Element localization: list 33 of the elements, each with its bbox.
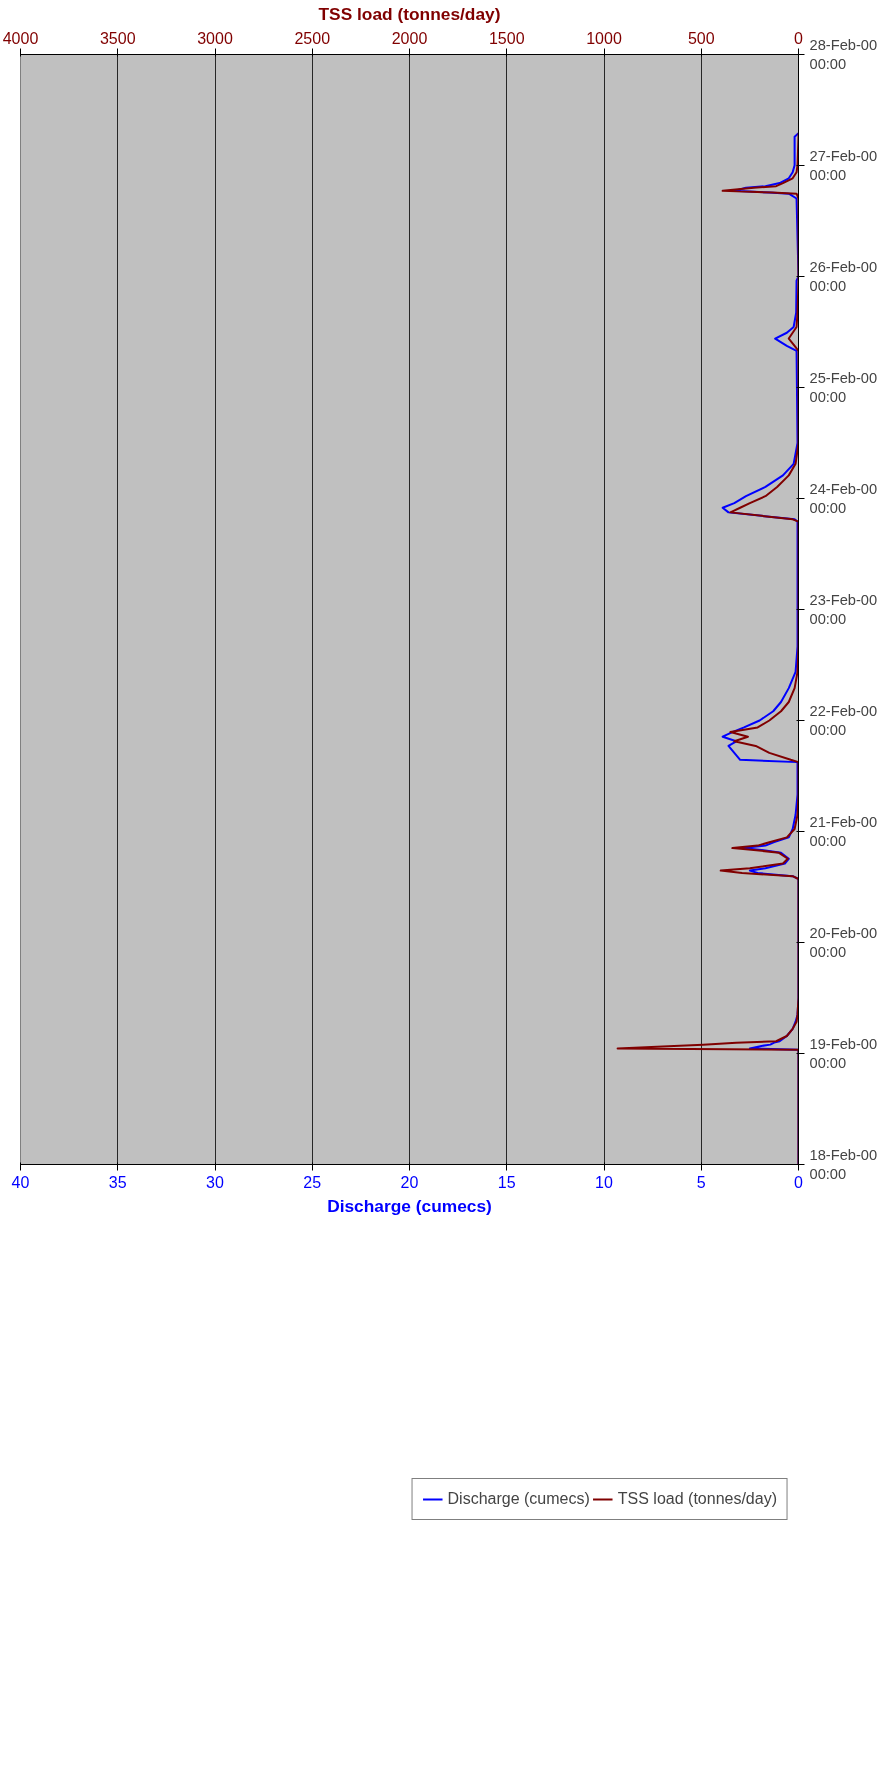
x-tick-label: 35 [108,1173,127,1191]
x2-tick-label: 3000 [197,29,233,47]
x2-tick-label: 1000 [586,29,622,47]
y-tick-label: 19-Feb-00 00:00 [809,1035,878,1072]
x-tick-label: 30 [206,1173,224,1191]
y-tick-label: 22-Feb-00 00:00 [809,702,878,739]
y-tick-label: 25-Feb-00 00:00 [809,369,878,406]
x-tick-label: 40 [11,1173,30,1191]
x2-tick-label: 2000 [391,29,428,47]
x2-tick-label: 3500 [99,29,136,47]
x-tick-label: 0 [794,1173,804,1191]
y-tick-label: 21-Feb-00 00:00 [809,813,878,850]
y-tick-label: 18-Feb-00 00:00 [809,1146,878,1183]
x-tick-label: 5 [696,1173,706,1191]
x-tick-label: 10 [595,1173,613,1191]
x-tick-label: 15 [497,1173,516,1191]
y-tick-label: 28-Feb-00 00:00 [809,36,878,73]
x-tick-label: 25 [303,1173,322,1191]
x2-tick-label: 500 [687,29,715,47]
x2-tick-label: 1500 [488,29,525,47]
y-tick-label: 24-Feb-00 00:00 [809,480,878,517]
x2-tick-label: 0 [794,29,804,47]
x-tick-label: 20 [400,1173,419,1191]
y-tick-label: 23-Feb-00 00:00 [809,591,878,628]
x2-tick-label: 2500 [294,29,331,47]
y-tick-label: 20-Feb-00 00:00 [809,924,878,961]
x2-tick-label: 4000 [2,29,39,47]
legend-label: TSS load (tonnes/day) [617,1490,777,1508]
x-axis-title: Discharge (cumecs) [327,1195,492,1216]
y-tick-label: 27-Feb-00 00:00 [809,147,878,184]
y-tick-label: 26-Feb-00 00:00 [809,258,878,295]
legend-label: Discharge (cumecs) [447,1490,590,1508]
x2-axis-title: TSS load (tonnes/day) [318,3,501,24]
